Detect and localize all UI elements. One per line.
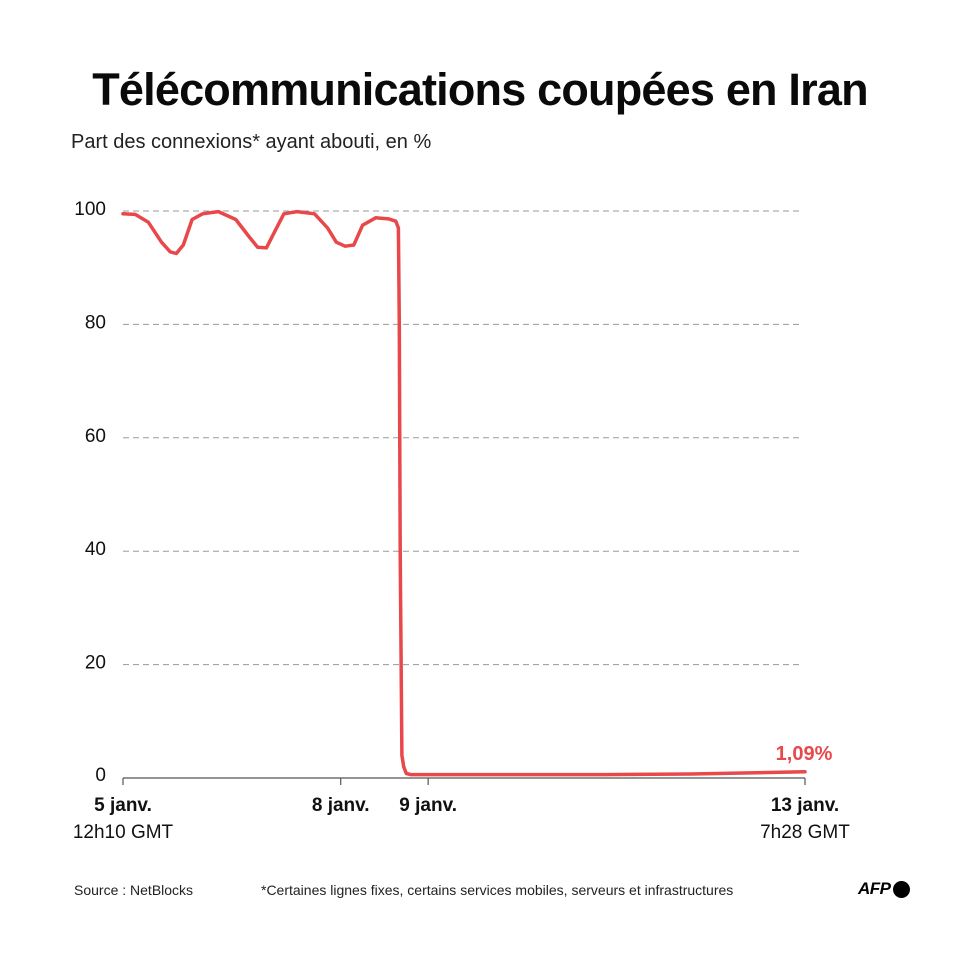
end-value-label: 1,09% [776,743,833,765]
y-tick-label: 20 [85,653,106,674]
x-tick-sublabel: 7h28 GMT [760,822,850,843]
x-tick-label: 5 janv. [94,795,152,816]
afp-logo: AFP [858,879,910,899]
x-tick-sublabel: 12h10 GMT [73,822,174,843]
series-line [121,209,807,777]
afp-logo-text: AFP [858,879,891,898]
y-tick-label: 60 [85,426,106,447]
y-tick-label: 100 [74,199,106,220]
chart-subtitle: Part des connexions* ayant abouti, en % [71,131,432,153]
source-note: Source : NetBlocks [74,882,194,898]
x-tick-label: 9 janv. [399,795,457,816]
footnote: *Certaines lignes fixes, certains servic… [261,882,734,898]
x-axis-ticks: 5 janv. 12h10 GMT 8 janv. 9 janv. 13 janv. 7h… [73,778,850,843]
y-tick-label: 0 [95,765,106,786]
gridlines [123,210,803,666]
y-axis-labels: 0 20 40 60 80 100 [74,199,106,786]
chart-title: Télécommunications coupées en Iran [92,64,868,115]
y-tick-label: 40 [85,539,106,560]
y-tick-label: 80 [85,312,106,333]
x-tick-label: 8 janv. [312,795,370,816]
x-tick-label: 13 janv. [771,795,839,816]
afp-logo-dot-icon [892,880,910,898]
